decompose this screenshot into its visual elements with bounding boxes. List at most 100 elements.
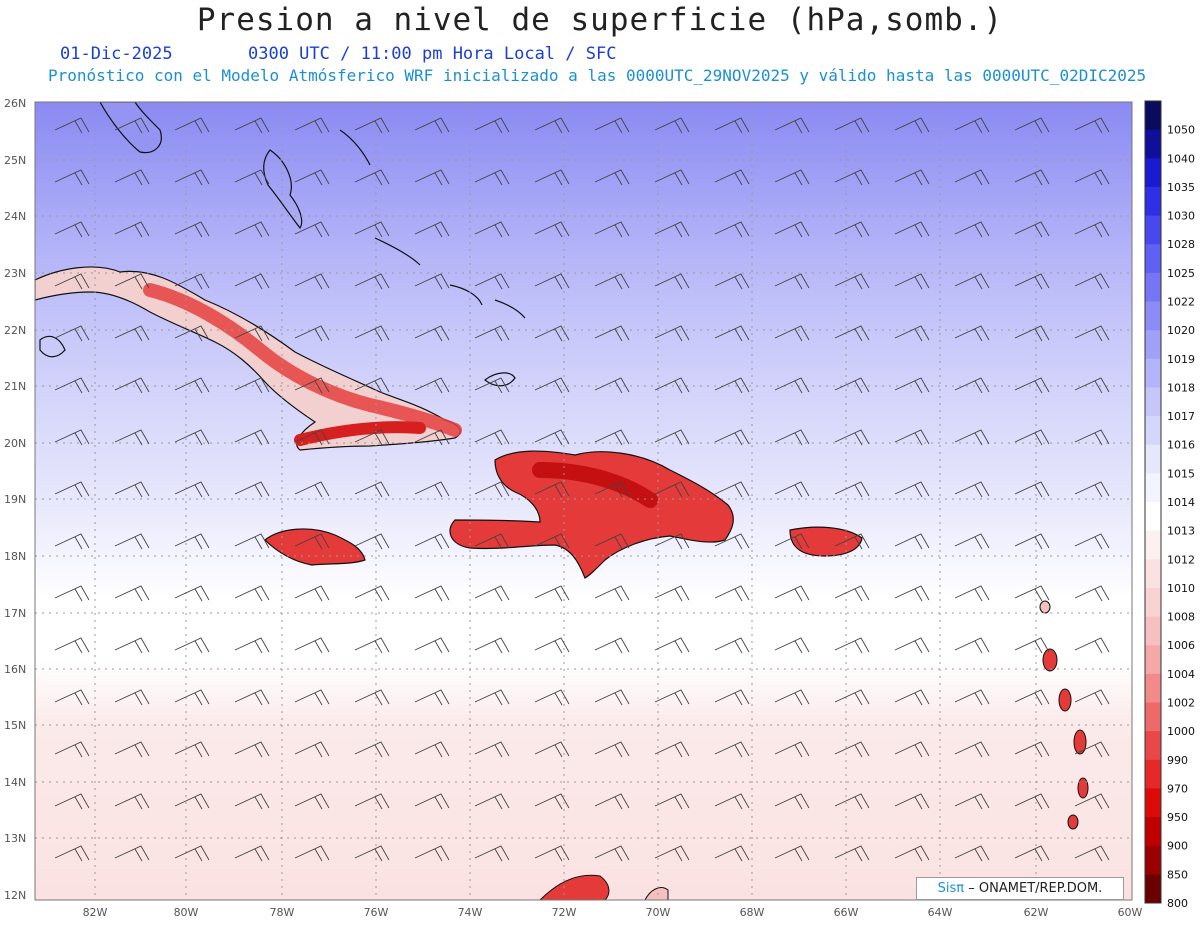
lon-label: 78W (270, 906, 295, 919)
wind-barb (834, 585, 870, 602)
wind-barb (594, 533, 630, 550)
wind-barb (594, 585, 630, 602)
wind-barb (834, 793, 870, 810)
wind-barb (234, 585, 270, 602)
wind-barb (534, 273, 570, 290)
wind-barb (114, 793, 150, 810)
wind-barb (414, 273, 450, 290)
wind-barb (294, 533, 330, 550)
wind-barb (354, 793, 390, 810)
wind-barb (654, 533, 690, 550)
colorbar-label: 1012 (1167, 553, 1195, 566)
wind-barb (354, 637, 390, 654)
wind-barb (54, 273, 90, 290)
lat-label: 17N (4, 607, 26, 620)
wind-barb (354, 117, 390, 134)
wind-barb (234, 637, 270, 654)
wind-barb (834, 689, 870, 706)
wind-barb (234, 689, 270, 706)
lat-label: 16N (4, 663, 26, 676)
wind-barb (834, 273, 870, 290)
wind-barb (54, 377, 90, 394)
colorbar-label: 1002 (1167, 697, 1195, 710)
lon-label: 74W (458, 906, 483, 919)
wind-barb (1074, 169, 1110, 186)
wind-barb (174, 845, 210, 862)
colorbar-swatch (1145, 272, 1161, 302)
wind-barb (954, 273, 990, 290)
colorbar-frame (1144, 100, 1162, 904)
credit-box: Sisπ – ONAMET/REP.DOM. (916, 877, 1124, 900)
colorbar-label: 950 (1167, 811, 1188, 824)
wind-barb (654, 117, 690, 134)
wind-barb (714, 429, 750, 446)
jamaica-landmass (264, 528, 366, 566)
wind-barb (174, 585, 210, 602)
colorbar-swatch (1145, 301, 1161, 331)
wind-barb (234, 845, 270, 862)
colorbar-label: 990 (1167, 754, 1188, 767)
wind-barb (54, 429, 90, 446)
wind-barb (1074, 533, 1110, 550)
wind-barb (174, 169, 210, 186)
colorbar-label: 1013 (1167, 525, 1195, 538)
lon-label: 70W (646, 906, 671, 919)
wind-barb (354, 325, 390, 342)
wind-barb (474, 117, 510, 134)
colorbar-swatch (1145, 158, 1161, 188)
wind-barb (1074, 429, 1110, 446)
wind-barb (414, 377, 450, 394)
wind-barb (594, 325, 630, 342)
wind-barb (714, 533, 750, 550)
wind-barb (234, 325, 270, 342)
wind-barb (1014, 741, 1050, 758)
wind-barb (894, 481, 930, 498)
wind-barb (774, 585, 810, 602)
wind-barb (774, 325, 810, 342)
lon-label: 82W (83, 906, 108, 919)
wind-barb (834, 741, 870, 758)
wind-barb (1014, 533, 1050, 550)
colorbar-swatch (1145, 186, 1161, 217)
wind-barb (654, 325, 690, 342)
wind-barb (894, 429, 930, 446)
colorbar-swatch (1145, 330, 1161, 360)
wind-barb (354, 481, 390, 498)
wind-barb (834, 533, 870, 550)
wind-barb (54, 741, 90, 758)
wind-barb (594, 169, 630, 186)
lon-label: 62W (1024, 906, 1049, 919)
wind-barb (714, 689, 750, 706)
wind-barb (534, 221, 570, 238)
wind-barb (294, 689, 330, 706)
lat-label: 26N (4, 97, 26, 110)
wind-barb (354, 377, 390, 394)
latitude-labels: 26N 25N 24N 23N 22N 21N 20N 19N 18N 17N … (4, 97, 26, 902)
wind-barb (174, 273, 210, 290)
wind-barb (474, 689, 510, 706)
pressure-field (35, 102, 1132, 900)
wind-barb (534, 793, 570, 810)
wind-barb (114, 637, 150, 654)
wind-barb (714, 273, 750, 290)
wind-barb (594, 221, 630, 238)
wind-barb (54, 481, 90, 498)
wind-barb (1014, 169, 1050, 186)
wind-barb (234, 273, 270, 290)
wind-barb (234, 377, 270, 394)
wind-barb (1074, 273, 1110, 290)
wind-barb (174, 793, 210, 810)
wind-barb (474, 533, 510, 550)
wind-barb (114, 741, 150, 758)
colorbar-label: 1018 (1167, 381, 1195, 394)
wind-barb (54, 533, 90, 550)
colorbar-swatch (1145, 673, 1161, 703)
colorbar-swatch (1145, 502, 1161, 532)
wind-barb (1074, 585, 1110, 602)
lon-label: 68W (740, 906, 765, 919)
colorbar-label: 1008 (1167, 611, 1195, 624)
wind-barb (234, 533, 270, 550)
wind-barb (894, 637, 930, 654)
wind-barb (594, 845, 630, 862)
